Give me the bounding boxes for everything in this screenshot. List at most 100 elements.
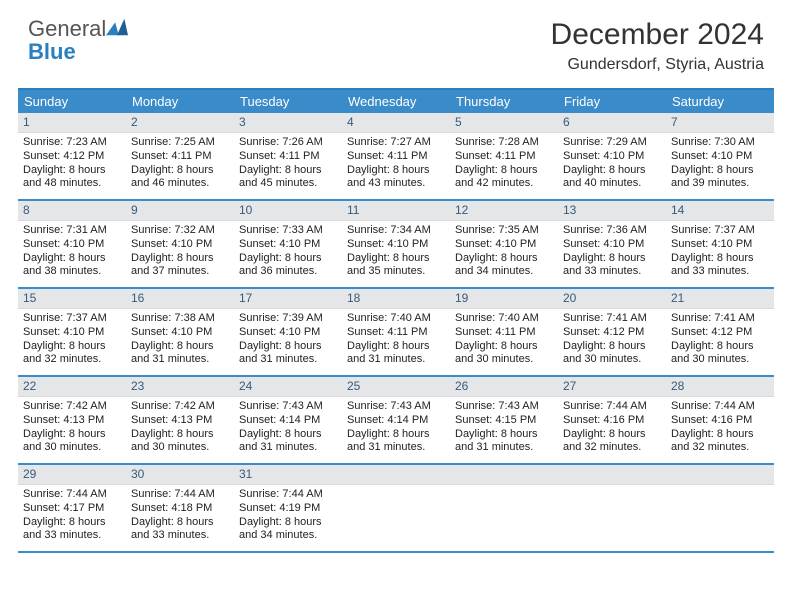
day-cell: 23Sunrise: 7:42 AMSunset: 4:13 PMDayligh…	[126, 377, 234, 463]
daylight-line-2: and 48 minutes.	[23, 177, 121, 191]
daylight-line-2: and 30 minutes.	[455, 353, 553, 367]
daylight-line-1: Daylight: 8 hours	[131, 516, 229, 530]
daylight-line-1: Daylight: 8 hours	[131, 340, 229, 354]
day-cell: 27Sunrise: 7:44 AMSunset: 4:16 PMDayligh…	[558, 377, 666, 463]
sunset-text: Sunset: 4:12 PM	[671, 326, 769, 340]
header: General Blue December 2024 Gundersdorf, …	[0, 0, 792, 80]
daylight-line-1: Daylight: 8 hours	[23, 428, 121, 442]
day-number: 11	[342, 201, 450, 221]
day-cell: .	[450, 465, 558, 551]
sunrise-text: Sunrise: 7:37 AM	[671, 224, 769, 238]
day-cell: .	[666, 465, 774, 551]
day-cell: 7Sunrise: 7:30 AMSunset: 4:10 PMDaylight…	[666, 113, 774, 199]
daylight-line-2: and 31 minutes.	[239, 353, 337, 367]
daylight-line-1: Daylight: 8 hours	[455, 340, 553, 354]
day-number: 29	[18, 465, 126, 485]
daylight-line-1: Daylight: 8 hours	[239, 252, 337, 266]
day-body: Sunrise: 7:30 AMSunset: 4:10 PMDaylight:…	[666, 133, 774, 196]
day-body: Sunrise: 7:43 AMSunset: 4:14 PMDaylight:…	[234, 397, 342, 460]
day-body: Sunrise: 7:42 AMSunset: 4:13 PMDaylight:…	[126, 397, 234, 460]
day-number: 28	[666, 377, 774, 397]
sunrise-text: Sunrise: 7:40 AM	[347, 312, 445, 326]
day-body: Sunrise: 7:41 AMSunset: 4:12 PMDaylight:…	[666, 309, 774, 372]
sunrise-text: Sunrise: 7:27 AM	[347, 136, 445, 150]
sunrise-text: Sunrise: 7:43 AM	[347, 400, 445, 414]
day-number: 13	[558, 201, 666, 221]
sunrise-text: Sunrise: 7:44 AM	[671, 400, 769, 414]
sunrise-text: Sunrise: 7:44 AM	[563, 400, 661, 414]
location-subtitle: Gundersdorf, Styria, Austria	[551, 56, 764, 74]
daylight-line-1: Daylight: 8 hours	[131, 164, 229, 178]
sunrise-text: Sunrise: 7:44 AM	[23, 488, 121, 502]
day-number: 7	[666, 113, 774, 133]
day-body: Sunrise: 7:26 AMSunset: 4:11 PMDaylight:…	[234, 133, 342, 196]
day-number: 3	[234, 113, 342, 133]
day-of-week-header: Monday	[126, 90, 234, 113]
sunset-text: Sunset: 4:10 PM	[671, 238, 769, 252]
week-row: 15Sunrise: 7:37 AMSunset: 4:10 PMDayligh…	[18, 289, 774, 377]
daylight-line-1: Daylight: 8 hours	[563, 428, 661, 442]
day-number: 2	[126, 113, 234, 133]
day-number: 31	[234, 465, 342, 485]
sunrise-text: Sunrise: 7:43 AM	[239, 400, 337, 414]
sunset-text: Sunset: 4:10 PM	[23, 326, 121, 340]
day-cell: 13Sunrise: 7:36 AMSunset: 4:10 PMDayligh…	[558, 201, 666, 287]
daylight-line-2: and 33 minutes.	[131, 529, 229, 543]
daylight-line-2: and 31 minutes.	[131, 353, 229, 367]
day-cell: 16Sunrise: 7:38 AMSunset: 4:10 PMDayligh…	[126, 289, 234, 375]
daylight-line-2: and 40 minutes.	[563, 177, 661, 191]
daylight-line-2: and 31 minutes.	[455, 441, 553, 455]
title-block: December 2024 Gundersdorf, Styria, Austr…	[551, 18, 764, 74]
day-number: 8	[18, 201, 126, 221]
sunset-text: Sunset: 4:16 PM	[671, 414, 769, 428]
day-body: Sunrise: 7:40 AMSunset: 4:11 PMDaylight:…	[342, 309, 450, 372]
sunrise-text: Sunrise: 7:37 AM	[23, 312, 121, 326]
sunrise-text: Sunrise: 7:25 AM	[131, 136, 229, 150]
sunrise-text: Sunrise: 7:42 AM	[23, 400, 121, 414]
day-number: 12	[450, 201, 558, 221]
day-cell: 25Sunrise: 7:43 AMSunset: 4:14 PMDayligh…	[342, 377, 450, 463]
daylight-line-2: and 31 minutes.	[239, 441, 337, 455]
sunset-text: Sunset: 4:10 PM	[239, 238, 337, 252]
daylight-line-1: Daylight: 8 hours	[347, 428, 445, 442]
daylight-line-1: Daylight: 8 hours	[239, 340, 337, 354]
daylight-line-1: Daylight: 8 hours	[23, 516, 121, 530]
sunset-text: Sunset: 4:12 PM	[563, 326, 661, 340]
day-body: Sunrise: 7:44 AMSunset: 4:17 PMDaylight:…	[18, 485, 126, 548]
day-cell: 20Sunrise: 7:41 AMSunset: 4:12 PMDayligh…	[558, 289, 666, 375]
day-body: Sunrise: 7:44 AMSunset: 4:16 PMDaylight:…	[558, 397, 666, 460]
day-body: Sunrise: 7:23 AMSunset: 4:12 PMDaylight:…	[18, 133, 126, 196]
day-cell: 18Sunrise: 7:40 AMSunset: 4:11 PMDayligh…	[342, 289, 450, 375]
day-cell: 31Sunrise: 7:44 AMSunset: 4:19 PMDayligh…	[234, 465, 342, 551]
sunrise-text: Sunrise: 7:42 AM	[131, 400, 229, 414]
sunset-text: Sunset: 4:19 PM	[239, 502, 337, 516]
day-number: .	[558, 465, 666, 485]
month-title: December 2024	[551, 18, 764, 52]
daylight-line-2: and 34 minutes.	[455, 265, 553, 279]
day-body: Sunrise: 7:36 AMSunset: 4:10 PMDaylight:…	[558, 221, 666, 284]
sunrise-text: Sunrise: 7:26 AM	[239, 136, 337, 150]
daylight-line-2: and 30 minutes.	[131, 441, 229, 455]
sunrise-text: Sunrise: 7:31 AM	[23, 224, 121, 238]
daylight-line-2: and 31 minutes.	[347, 441, 445, 455]
daylight-line-1: Daylight: 8 hours	[239, 428, 337, 442]
day-number: 26	[450, 377, 558, 397]
day-cell: 12Sunrise: 7:35 AMSunset: 4:10 PMDayligh…	[450, 201, 558, 287]
day-cell: 2Sunrise: 7:25 AMSunset: 4:11 PMDaylight…	[126, 113, 234, 199]
day-number: 1	[18, 113, 126, 133]
day-number: .	[342, 465, 450, 485]
sunset-text: Sunset: 4:10 PM	[671, 150, 769, 164]
day-cell: 17Sunrise: 7:39 AMSunset: 4:10 PMDayligh…	[234, 289, 342, 375]
day-cell: 6Sunrise: 7:29 AMSunset: 4:10 PMDaylight…	[558, 113, 666, 199]
week-row: 1Sunrise: 7:23 AMSunset: 4:12 PMDaylight…	[18, 113, 774, 201]
day-cell: 14Sunrise: 7:37 AMSunset: 4:10 PMDayligh…	[666, 201, 774, 287]
sunset-text: Sunset: 4:15 PM	[455, 414, 553, 428]
daylight-line-1: Daylight: 8 hours	[347, 340, 445, 354]
sunset-text: Sunset: 4:13 PM	[131, 414, 229, 428]
daylight-line-1: Daylight: 8 hours	[671, 340, 769, 354]
daylight-line-2: and 30 minutes.	[23, 441, 121, 455]
daylight-line-2: and 33 minutes.	[671, 265, 769, 279]
calendar: SundayMondayTuesdayWednesdayThursdayFrid…	[18, 88, 774, 553]
daylight-line-1: Daylight: 8 hours	[563, 164, 661, 178]
day-number: 27	[558, 377, 666, 397]
